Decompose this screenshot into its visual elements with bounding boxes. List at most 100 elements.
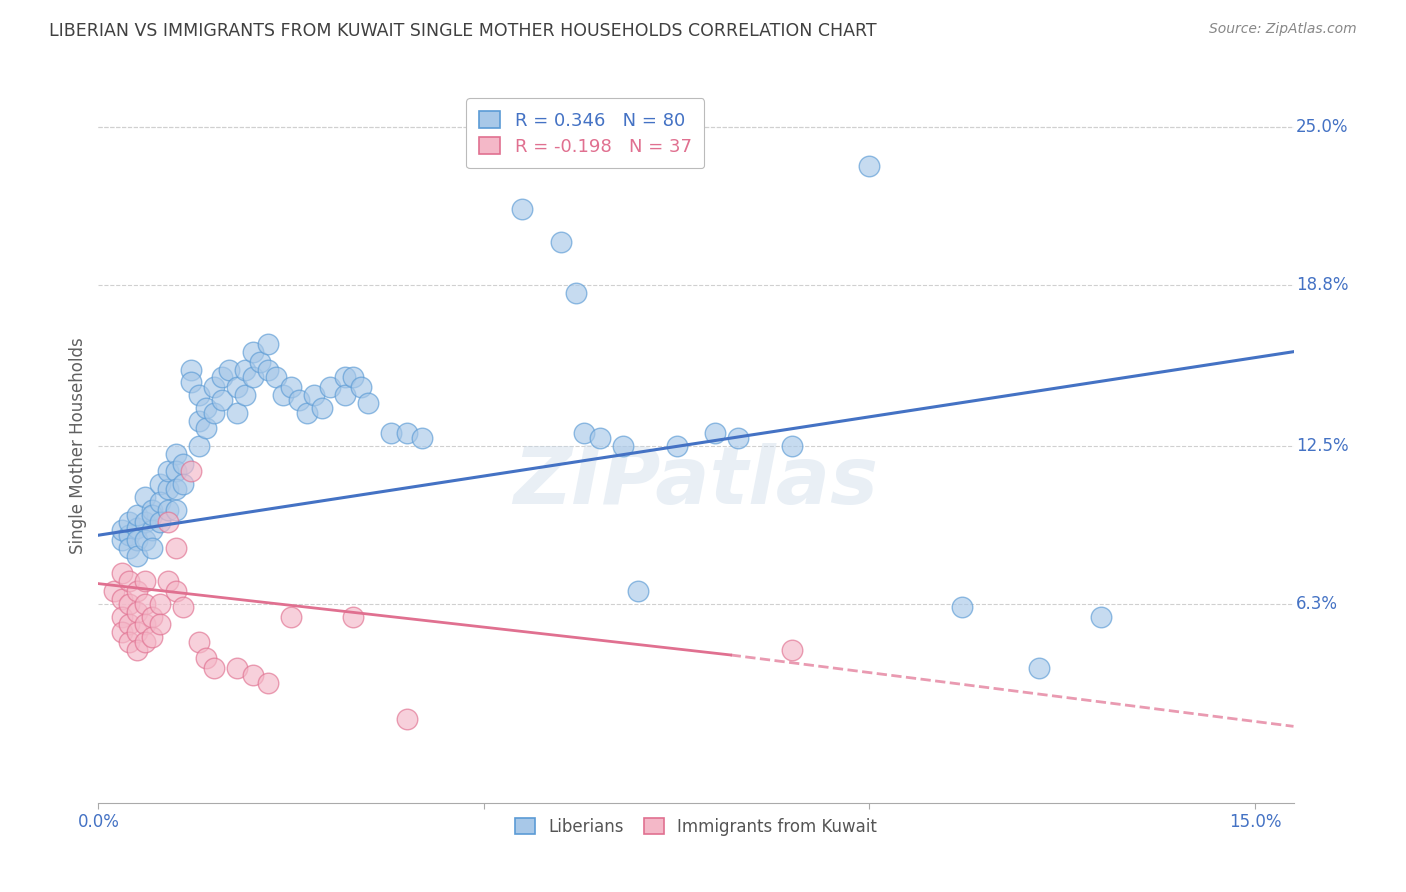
Point xyxy=(257,362,280,376)
Point xyxy=(141,502,163,516)
Point xyxy=(141,523,163,537)
Point xyxy=(141,609,163,624)
Point xyxy=(782,643,804,657)
Point xyxy=(118,597,141,611)
Point xyxy=(512,202,534,216)
Point xyxy=(134,533,156,548)
Point xyxy=(156,483,179,497)
Point xyxy=(311,401,333,415)
Point xyxy=(233,362,256,376)
Point xyxy=(411,431,433,445)
Point xyxy=(782,439,804,453)
Point xyxy=(665,439,688,453)
Point xyxy=(226,380,249,394)
Point xyxy=(149,516,172,530)
Point xyxy=(226,406,249,420)
Point xyxy=(588,431,610,445)
Text: ZIPatlas: ZIPatlas xyxy=(513,442,879,521)
Point xyxy=(950,599,973,614)
Point xyxy=(187,388,209,402)
Point xyxy=(134,617,156,632)
Point xyxy=(1028,661,1050,675)
Point xyxy=(134,597,156,611)
Point xyxy=(172,477,194,491)
Point xyxy=(141,541,163,555)
Point xyxy=(211,393,233,408)
Y-axis label: Single Mother Households: Single Mother Households xyxy=(69,338,87,554)
Point xyxy=(280,609,302,624)
Point xyxy=(165,465,187,479)
Point xyxy=(125,533,148,548)
Point xyxy=(141,508,163,522)
Point xyxy=(125,508,148,522)
Point xyxy=(156,516,179,530)
Point xyxy=(858,159,880,173)
Point xyxy=(165,541,187,555)
Point xyxy=(156,465,179,479)
Text: Source: ZipAtlas.com: Source: ZipAtlas.com xyxy=(1209,22,1357,37)
Point xyxy=(125,643,148,657)
Point xyxy=(141,630,163,644)
Point xyxy=(110,533,132,548)
Text: 12.5%: 12.5% xyxy=(1296,437,1348,455)
Point xyxy=(172,457,194,471)
Point xyxy=(295,406,318,420)
Point xyxy=(727,431,749,445)
Point xyxy=(110,609,132,624)
Point xyxy=(627,584,650,599)
Point xyxy=(134,516,156,530)
Point xyxy=(273,388,295,402)
Legend: Liberians, Immigrants from Kuwait: Liberians, Immigrants from Kuwait xyxy=(506,810,886,845)
Point xyxy=(125,625,148,640)
Text: 6.3%: 6.3% xyxy=(1296,595,1339,613)
Point xyxy=(149,477,172,491)
Point xyxy=(395,426,418,441)
Point xyxy=(118,528,141,542)
Point xyxy=(118,574,141,588)
Text: 25.0%: 25.0% xyxy=(1296,119,1348,136)
Point xyxy=(195,401,218,415)
Point xyxy=(233,388,256,402)
Point xyxy=(149,495,172,509)
Point xyxy=(134,490,156,504)
Point xyxy=(242,344,264,359)
Point xyxy=(118,541,141,555)
Point xyxy=(280,380,302,394)
Point xyxy=(395,712,418,726)
Point xyxy=(110,566,132,581)
Point xyxy=(612,439,634,453)
Point xyxy=(165,447,187,461)
Point xyxy=(118,617,141,632)
Point xyxy=(180,465,202,479)
Point xyxy=(242,668,264,682)
Point xyxy=(349,380,371,394)
Point xyxy=(156,502,179,516)
Point xyxy=(202,406,225,420)
Point xyxy=(572,426,595,441)
Point xyxy=(125,549,148,563)
Point xyxy=(149,617,172,632)
Point xyxy=(342,609,364,624)
Point xyxy=(319,380,342,394)
Point xyxy=(110,625,132,640)
Point xyxy=(103,584,125,599)
Point xyxy=(211,370,233,384)
Point xyxy=(187,635,209,649)
Point xyxy=(264,370,287,384)
Point xyxy=(187,439,209,453)
Point xyxy=(180,362,202,376)
Point xyxy=(342,370,364,384)
Point xyxy=(226,661,249,675)
Point xyxy=(1090,609,1112,624)
Point xyxy=(257,337,280,351)
Point xyxy=(187,413,209,427)
Point xyxy=(134,574,156,588)
Point xyxy=(110,523,132,537)
Point xyxy=(149,597,172,611)
Point xyxy=(195,650,218,665)
Point xyxy=(118,516,141,530)
Text: 18.8%: 18.8% xyxy=(1296,277,1348,294)
Point xyxy=(180,376,202,390)
Point xyxy=(156,574,179,588)
Text: LIBERIAN VS IMMIGRANTS FROM KUWAIT SINGLE MOTHER HOUSEHOLDS CORRELATION CHART: LIBERIAN VS IMMIGRANTS FROM KUWAIT SINGL… xyxy=(49,22,877,40)
